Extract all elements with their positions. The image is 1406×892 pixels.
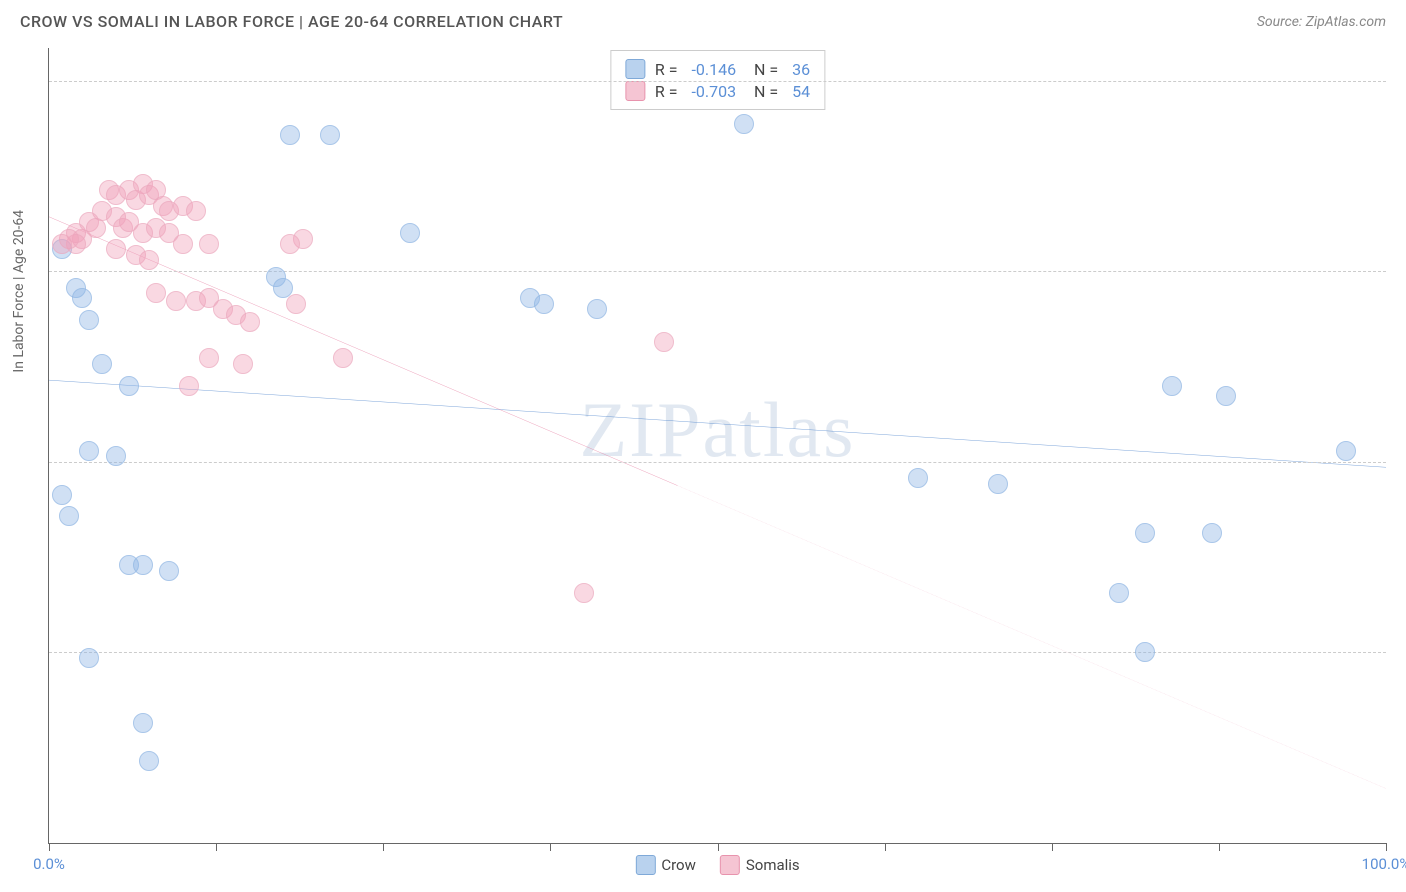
gridline: 65.0% (49, 462, 1386, 463)
x-tick (1386, 843, 1387, 851)
data-point (72, 288, 92, 308)
legend-n-label: N = (746, 82, 782, 101)
data-point (79, 310, 99, 330)
chart-plot-area: In Labor Force | Age 20-64 ZIPatlas R = … (48, 48, 1386, 844)
legend-swatch (625, 59, 645, 79)
source-attribution: Source: ZipAtlas.com (1257, 14, 1386, 30)
legend-n-value: 54 (792, 82, 810, 101)
data-point (320, 125, 340, 145)
data-point (52, 485, 72, 505)
legend-r-value: -0.703 (691, 82, 736, 101)
x-tick (1219, 843, 1220, 851)
series-legend-label: Somalis (746, 856, 800, 874)
data-point (139, 250, 159, 270)
x-tick (550, 843, 551, 851)
y-tick-label: 47.5% (1394, 644, 1406, 662)
data-point (1135, 642, 1155, 662)
data-point (988, 474, 1008, 494)
x-tick-label: 100.0% (1362, 855, 1406, 873)
legend-swatch (720, 855, 740, 875)
y-tick-label: 82.5% (1394, 263, 1406, 281)
data-point (574, 583, 594, 603)
data-point (1162, 376, 1182, 396)
x-tick (1052, 843, 1053, 851)
data-point (159, 561, 179, 581)
data-point (106, 446, 126, 466)
data-point (166, 291, 186, 311)
trend-line-solid (49, 380, 1386, 467)
data-point (133, 713, 153, 733)
legend-r-label: R = (655, 82, 682, 101)
trend-line-dashed (677, 486, 1386, 789)
series-legend-label: Crow (661, 856, 696, 874)
gridline: 47.5% (49, 652, 1386, 653)
legend-swatch (625, 81, 645, 101)
legend-swatch (635, 855, 655, 875)
trend-lines-layer (49, 48, 1386, 843)
chart-title: CROW VS SOMALI IN LABOR FORCE | AGE 20-6… (20, 12, 563, 31)
data-point (286, 294, 306, 314)
data-point (400, 223, 420, 243)
legend-row: R = -0.703 N = 54 (625, 81, 810, 101)
data-point (59, 506, 79, 526)
data-point (119, 376, 139, 396)
data-point (52, 234, 72, 254)
data-point (240, 312, 260, 332)
data-point (1336, 441, 1356, 461)
x-tick (49, 843, 50, 851)
data-point (79, 648, 99, 668)
data-point (908, 468, 928, 488)
data-point (654, 332, 674, 352)
legend-r-value: -0.146 (691, 60, 736, 79)
data-point (92, 354, 112, 374)
data-point (1202, 523, 1222, 543)
legend-n-value: 36 (792, 60, 810, 79)
x-tick (718, 843, 719, 851)
data-point (179, 376, 199, 396)
data-point (199, 348, 219, 368)
data-point (587, 299, 607, 319)
data-point (1135, 523, 1155, 543)
data-point (333, 348, 353, 368)
legend-row: R = -0.146 N = 36 (625, 59, 810, 79)
y-tick-label: 100.0% (1394, 73, 1406, 91)
data-point (186, 201, 206, 221)
series-legend-item: Somalis (720, 855, 800, 875)
data-point (79, 441, 99, 461)
data-point (146, 283, 166, 303)
data-point (199, 234, 219, 254)
x-tick (383, 843, 384, 851)
legend-n-label: N = (746, 60, 782, 79)
gridline: 82.5% (49, 271, 1386, 272)
series-legend: Crow Somalis (635, 855, 799, 875)
gridline: 100.0% (49, 81, 1386, 82)
data-point (106, 239, 126, 259)
series-legend-item: Crow (635, 855, 696, 875)
x-tick (885, 843, 886, 851)
data-point (734, 114, 754, 134)
data-point (534, 294, 554, 314)
data-point (1216, 386, 1236, 406)
x-tick-label: 0.0% (33, 855, 65, 873)
data-point (280, 125, 300, 145)
data-point (139, 751, 159, 771)
data-point (173, 234, 193, 254)
data-point (233, 354, 253, 374)
data-point (1109, 583, 1129, 603)
data-point (280, 234, 300, 254)
y-tick-label: 65.0% (1394, 454, 1406, 472)
data-point (133, 555, 153, 575)
x-tick (216, 843, 217, 851)
legend-r-label: R = (655, 60, 682, 79)
y-axis-label: In Labor Force | Age 20-64 (11, 209, 27, 372)
